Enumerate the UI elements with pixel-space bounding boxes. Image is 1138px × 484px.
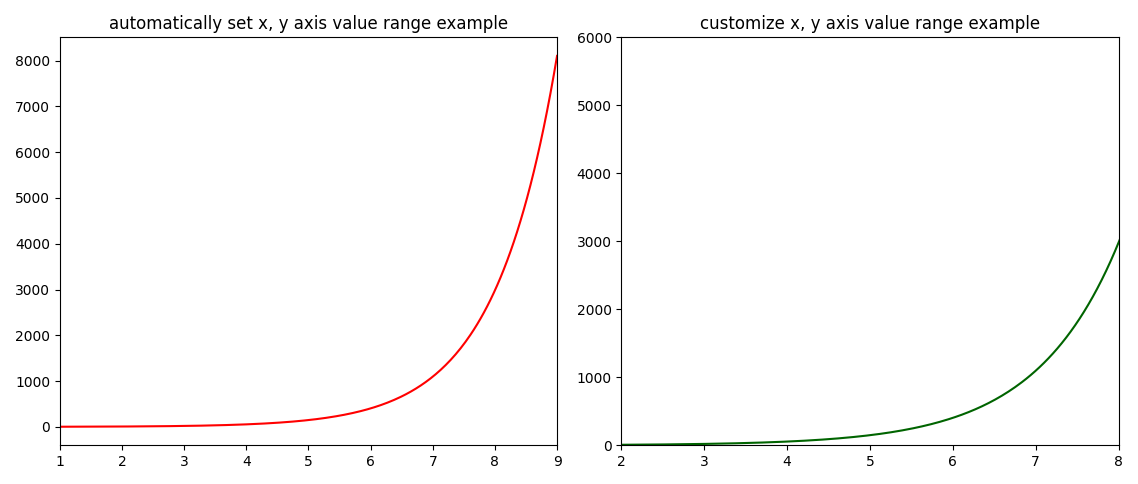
Title: automatically set x, y axis value range example: automatically set x, y axis value range … <box>109 15 508 33</box>
Title: customize x, y axis value range example: customize x, y axis value range example <box>700 15 1040 33</box>
